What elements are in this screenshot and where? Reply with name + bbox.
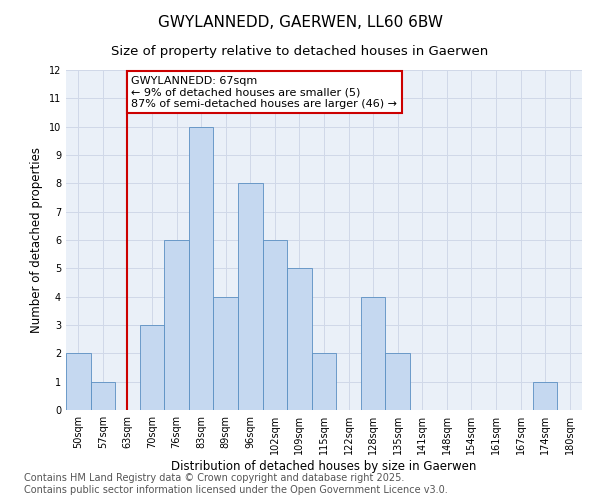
Bar bbox=[238, 184, 263, 410]
Bar bbox=[361, 296, 385, 410]
Bar bbox=[312, 354, 336, 410]
Text: GWYLANNEDD, GAERWEN, LL60 6BW: GWYLANNEDD, GAERWEN, LL60 6BW bbox=[157, 15, 443, 30]
Bar bbox=[263, 240, 287, 410]
Bar bbox=[287, 268, 312, 410]
Bar bbox=[140, 325, 164, 410]
Text: Size of property relative to detached houses in Gaerwen: Size of property relative to detached ho… bbox=[112, 45, 488, 58]
Y-axis label: Number of detached properties: Number of detached properties bbox=[30, 147, 43, 333]
Text: Contains HM Land Registry data © Crown copyright and database right 2025.
Contai: Contains HM Land Registry data © Crown c… bbox=[24, 474, 448, 495]
Bar bbox=[533, 382, 557, 410]
Bar bbox=[214, 296, 238, 410]
Bar bbox=[189, 126, 214, 410]
Bar bbox=[164, 240, 189, 410]
Bar bbox=[66, 354, 91, 410]
Bar bbox=[385, 354, 410, 410]
Bar bbox=[91, 382, 115, 410]
X-axis label: Distribution of detached houses by size in Gaerwen: Distribution of detached houses by size … bbox=[172, 460, 476, 473]
Text: GWYLANNEDD: 67sqm
← 9% of detached houses are smaller (5)
87% of semi-detached h: GWYLANNEDD: 67sqm ← 9% of detached house… bbox=[131, 76, 397, 109]
